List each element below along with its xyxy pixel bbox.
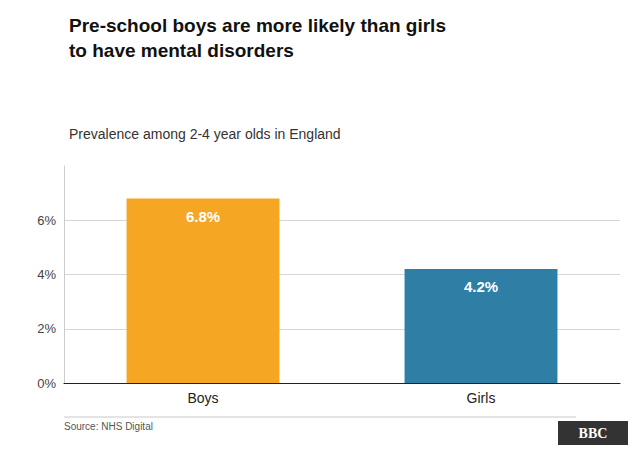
svg-text:0%: 0%	[37, 376, 56, 391]
svg-text:to have mental disorders: to have mental disorders	[69, 40, 294, 61]
svg-text:Boys: Boys	[187, 390, 218, 406]
svg-text:4%: 4%	[37, 267, 56, 282]
svg-text:6%: 6%	[37, 213, 56, 228]
svg-text:Prevalence among 2-4 year olds: Prevalence among 2-4 year olds in Englan…	[69, 126, 341, 142]
svg-text:Source: NHS Digital: Source: NHS Digital	[64, 421, 153, 432]
svg-text:BBC: BBC	[579, 426, 608, 441]
svg-text:6.8%: 6.8%	[186, 208, 220, 225]
svg-text:4.2%: 4.2%	[464, 278, 498, 295]
svg-text:2%: 2%	[37, 321, 56, 336]
svg-text:Pre-school boys are more likel: Pre-school boys are more likely than gir…	[69, 15, 446, 36]
svg-text:Girls: Girls	[467, 390, 496, 406]
